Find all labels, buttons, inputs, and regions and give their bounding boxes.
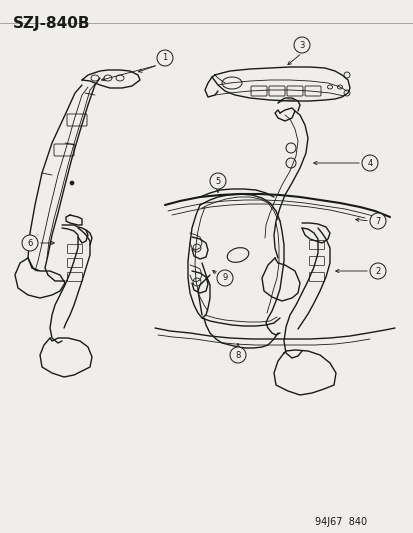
Circle shape — [369, 263, 385, 279]
Text: 7: 7 — [375, 216, 380, 225]
Circle shape — [22, 235, 38, 251]
Text: 94J67  840: 94J67 840 — [314, 516, 366, 527]
Circle shape — [216, 270, 233, 286]
Circle shape — [230, 347, 245, 363]
Circle shape — [293, 37, 309, 53]
Circle shape — [157, 50, 173, 66]
Text: 4: 4 — [366, 158, 372, 167]
Text: 6: 6 — [27, 238, 33, 247]
Circle shape — [361, 155, 377, 171]
Text: 2: 2 — [375, 266, 380, 276]
Text: 9: 9 — [222, 273, 227, 282]
Text: SZJ-840B: SZJ-840B — [12, 16, 90, 31]
Circle shape — [70, 181, 74, 185]
Text: 3: 3 — [299, 41, 304, 50]
Text: 8: 8 — [235, 351, 240, 359]
Text: 5: 5 — [215, 176, 220, 185]
Circle shape — [209, 173, 225, 189]
Circle shape — [369, 213, 385, 229]
Text: 1: 1 — [162, 53, 167, 62]
